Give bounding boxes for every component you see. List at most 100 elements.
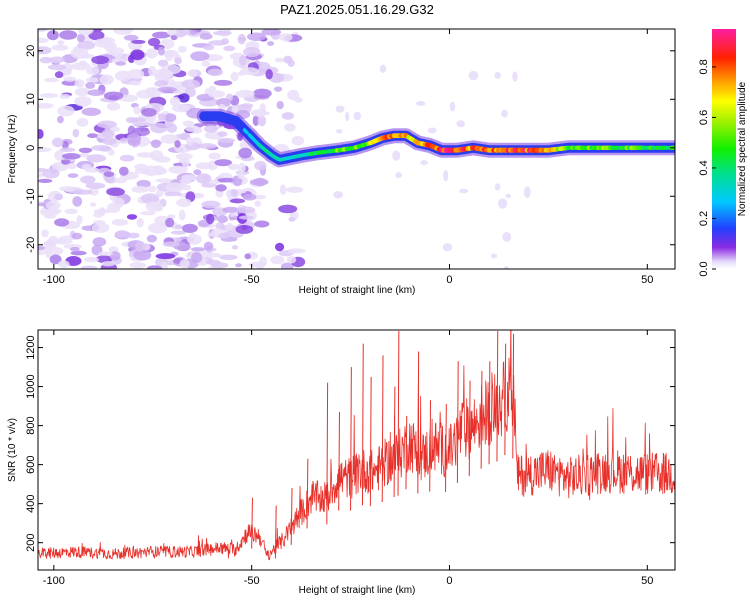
noise-blob [165, 192, 182, 197]
noise-blob [135, 241, 145, 251]
noise-blob [100, 74, 114, 85]
snr-x-tick-label: 0 [446, 575, 452, 587]
noise-blob [354, 112, 361, 121]
noise-blob [200, 33, 213, 40]
noise-blob [253, 89, 272, 99]
noise-blob [283, 56, 292, 64]
noise-blob [46, 201, 61, 210]
spectrogram-y-tick-label: 20 [25, 45, 37, 57]
noise-blob [158, 87, 177, 93]
colorbar: 0.00.20.40.60.8 Normalized spectral ampl… [698, 29, 748, 277]
noise-blob [64, 76, 77, 81]
noise-blob [57, 106, 74, 117]
noise-blob [254, 200, 261, 206]
noise-blob [498, 198, 507, 208]
noise-blob [147, 265, 162, 271]
noise-blob [191, 252, 202, 263]
snr-y-tick-label: 800 [25, 416, 37, 434]
noise-blob [504, 266, 509, 271]
noise-blob [392, 151, 400, 161]
colorbar-tick-label: 0.4 [698, 160, 710, 175]
noise-blob [73, 189, 93, 194]
noise-blob [254, 220, 269, 227]
noise-blob [40, 93, 58, 98]
noise-blob [90, 202, 96, 206]
noise-blob [136, 152, 154, 157]
noise-blob [115, 230, 128, 238]
spectrogram-y-tick-label: -20 [25, 237, 37, 253]
noise-blob [87, 89, 104, 96]
noise-blob [420, 160, 428, 165]
noise-blob [204, 125, 218, 132]
noise-blob [170, 97, 181, 106]
noise-blob [336, 129, 342, 134]
noise-blob [270, 255, 284, 264]
noise-blob [108, 149, 114, 156]
noise-blob [459, 189, 468, 193]
noise-blob [127, 214, 137, 220]
noise-blob [112, 197, 124, 207]
noise-blob [443, 170, 448, 182]
noise-blob [87, 133, 98, 138]
noise-blob [279, 33, 293, 41]
noise-blob [84, 257, 99, 263]
noise-blob [82, 108, 101, 116]
noise-blob [218, 131, 228, 137]
noise-blob [243, 47, 260, 57]
noise-blob [129, 81, 139, 86]
noise-blob [48, 64, 66, 70]
noise-blob [86, 77, 99, 83]
noise-blob [214, 80, 232, 86]
noise-blob [94, 209, 112, 214]
ridge-core-segment [245, 130, 247, 132]
colorbar-tick-label: 0.0 [698, 261, 710, 276]
noise-blob [267, 41, 274, 46]
noise-blob [182, 157, 190, 167]
noise-blob [120, 155, 134, 162]
snr-y-tick-label: 1000 [25, 374, 37, 398]
noise-blob [64, 209, 78, 215]
noise-blob [54, 194, 63, 200]
noise-blob [223, 46, 235, 52]
noise-blob [183, 121, 195, 127]
noise-blob [91, 56, 109, 65]
noise-blob [72, 196, 82, 207]
noise-blob [44, 78, 59, 82]
noise-blob [133, 106, 140, 114]
noise-blob [130, 49, 144, 60]
noise-blob [506, 194, 511, 199]
noise-blob [115, 61, 126, 65]
noise-blob [468, 71, 478, 80]
noise-blob [168, 166, 188, 174]
noise-blob [86, 154, 106, 162]
noise-blob [206, 214, 214, 225]
noise-blob [152, 165, 164, 175]
figure-title: PAZ1.2025.051.16.29.G32 [280, 2, 434, 17]
noise-blob [105, 125, 111, 133]
noise-blob [494, 72, 501, 79]
noise-blob [60, 148, 76, 152]
noise-blob [148, 186, 157, 193]
noise-blob [75, 79, 85, 88]
snr-x-label: Height of straight line (km) [299, 585, 416, 596]
noise-blob [102, 138, 116, 146]
noise-blob [287, 256, 297, 263]
colorbar-gradient [712, 29, 736, 269]
spectrogram-x-tick-label: 0 [446, 274, 452, 286]
noise-blob [207, 253, 222, 258]
noise-blob [201, 61, 210, 67]
noise-blob [36, 129, 44, 139]
spectrogram-y-tick-label: 10 [25, 93, 37, 105]
noise-blob [416, 101, 425, 106]
noise-blob [166, 123, 177, 133]
noise-blob [163, 242, 180, 247]
noise-blob [443, 243, 453, 251]
noise-blob [207, 232, 215, 236]
noise-blob [71, 251, 87, 256]
noise-blob [154, 156, 170, 163]
noise-blob [41, 229, 49, 237]
noise-blob [76, 215, 82, 224]
noise-blob [55, 71, 63, 78]
noise-blob [235, 225, 253, 234]
